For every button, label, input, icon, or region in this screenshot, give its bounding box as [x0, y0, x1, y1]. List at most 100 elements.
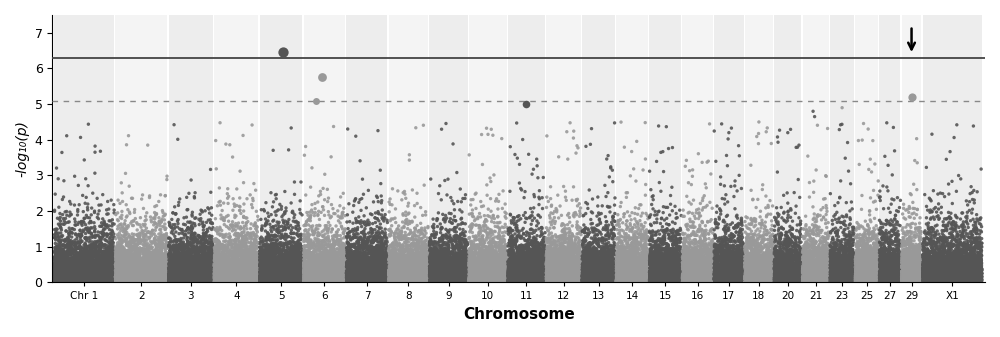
Point	[222, 242, 238, 247]
Point	[938, 272, 954, 278]
Point	[88, 266, 104, 271]
Point	[628, 271, 644, 276]
Point	[170, 279, 186, 284]
Point	[102, 265, 118, 270]
Point	[58, 274, 74, 279]
Point	[897, 272, 913, 277]
Point	[688, 276, 704, 281]
Point	[697, 252, 713, 258]
Point	[853, 265, 869, 270]
Point	[136, 242, 152, 248]
Point	[116, 257, 132, 263]
Point	[832, 267, 848, 272]
Point	[247, 259, 263, 265]
Point	[637, 255, 653, 261]
Point	[215, 279, 231, 284]
Point	[55, 253, 71, 258]
Point	[861, 278, 877, 283]
Point	[332, 257, 348, 263]
Point	[610, 278, 626, 283]
Point	[354, 272, 370, 277]
Point	[278, 273, 294, 278]
Point	[667, 279, 683, 284]
Point	[67, 263, 83, 268]
Point	[647, 269, 663, 274]
Point	[479, 231, 495, 236]
Point	[740, 266, 756, 271]
Point	[359, 266, 375, 271]
Point	[377, 212, 393, 217]
Point	[56, 274, 72, 279]
Point	[522, 246, 538, 252]
Point	[347, 279, 363, 284]
Point	[233, 266, 249, 271]
Point	[897, 243, 913, 248]
Point	[496, 259, 512, 264]
Point	[106, 274, 122, 279]
Point	[771, 261, 787, 266]
Point	[405, 266, 421, 271]
Point	[772, 277, 788, 282]
Point	[272, 250, 288, 255]
Point	[465, 259, 481, 265]
Point	[523, 271, 539, 276]
Point	[951, 264, 967, 269]
Point	[906, 275, 922, 280]
Point	[592, 274, 608, 279]
Point	[172, 274, 188, 280]
Point	[945, 257, 961, 263]
Point	[335, 269, 351, 275]
Point	[463, 273, 479, 278]
Point	[461, 272, 477, 277]
Point	[307, 278, 323, 284]
Point	[725, 260, 741, 265]
Point	[110, 218, 126, 223]
Point	[792, 278, 808, 284]
Point	[315, 278, 331, 284]
Point	[921, 256, 937, 261]
Point	[748, 252, 764, 257]
Point	[288, 273, 304, 278]
Point	[845, 268, 861, 274]
Point	[955, 257, 971, 263]
Point	[438, 275, 454, 280]
Point	[697, 273, 713, 279]
Point	[491, 263, 507, 268]
Point	[928, 277, 944, 282]
Point	[809, 277, 825, 283]
Point	[955, 227, 971, 232]
Point	[273, 279, 289, 284]
Point	[517, 277, 533, 282]
Point	[73, 275, 89, 280]
Point	[872, 260, 888, 266]
Point	[298, 265, 314, 271]
Point	[875, 257, 891, 263]
Point	[60, 279, 76, 284]
Point	[129, 278, 145, 283]
Point	[719, 265, 735, 270]
Point	[382, 264, 398, 270]
Point	[484, 251, 500, 257]
Point	[841, 242, 857, 247]
Point	[55, 273, 71, 278]
Point	[159, 269, 175, 274]
Point	[534, 259, 550, 265]
Point	[446, 265, 462, 270]
Point	[558, 272, 574, 278]
Point	[450, 264, 466, 270]
Point	[765, 277, 781, 282]
Point	[944, 279, 960, 284]
Point	[782, 277, 798, 282]
Point	[381, 267, 397, 273]
Point	[277, 256, 293, 262]
Point	[453, 266, 469, 271]
Point	[712, 255, 728, 261]
Point	[287, 260, 303, 266]
Point	[471, 237, 487, 242]
Point	[577, 277, 593, 282]
Point	[701, 277, 717, 282]
Point	[663, 273, 679, 278]
Point	[565, 274, 581, 280]
Point	[306, 264, 322, 269]
Point	[324, 226, 340, 232]
